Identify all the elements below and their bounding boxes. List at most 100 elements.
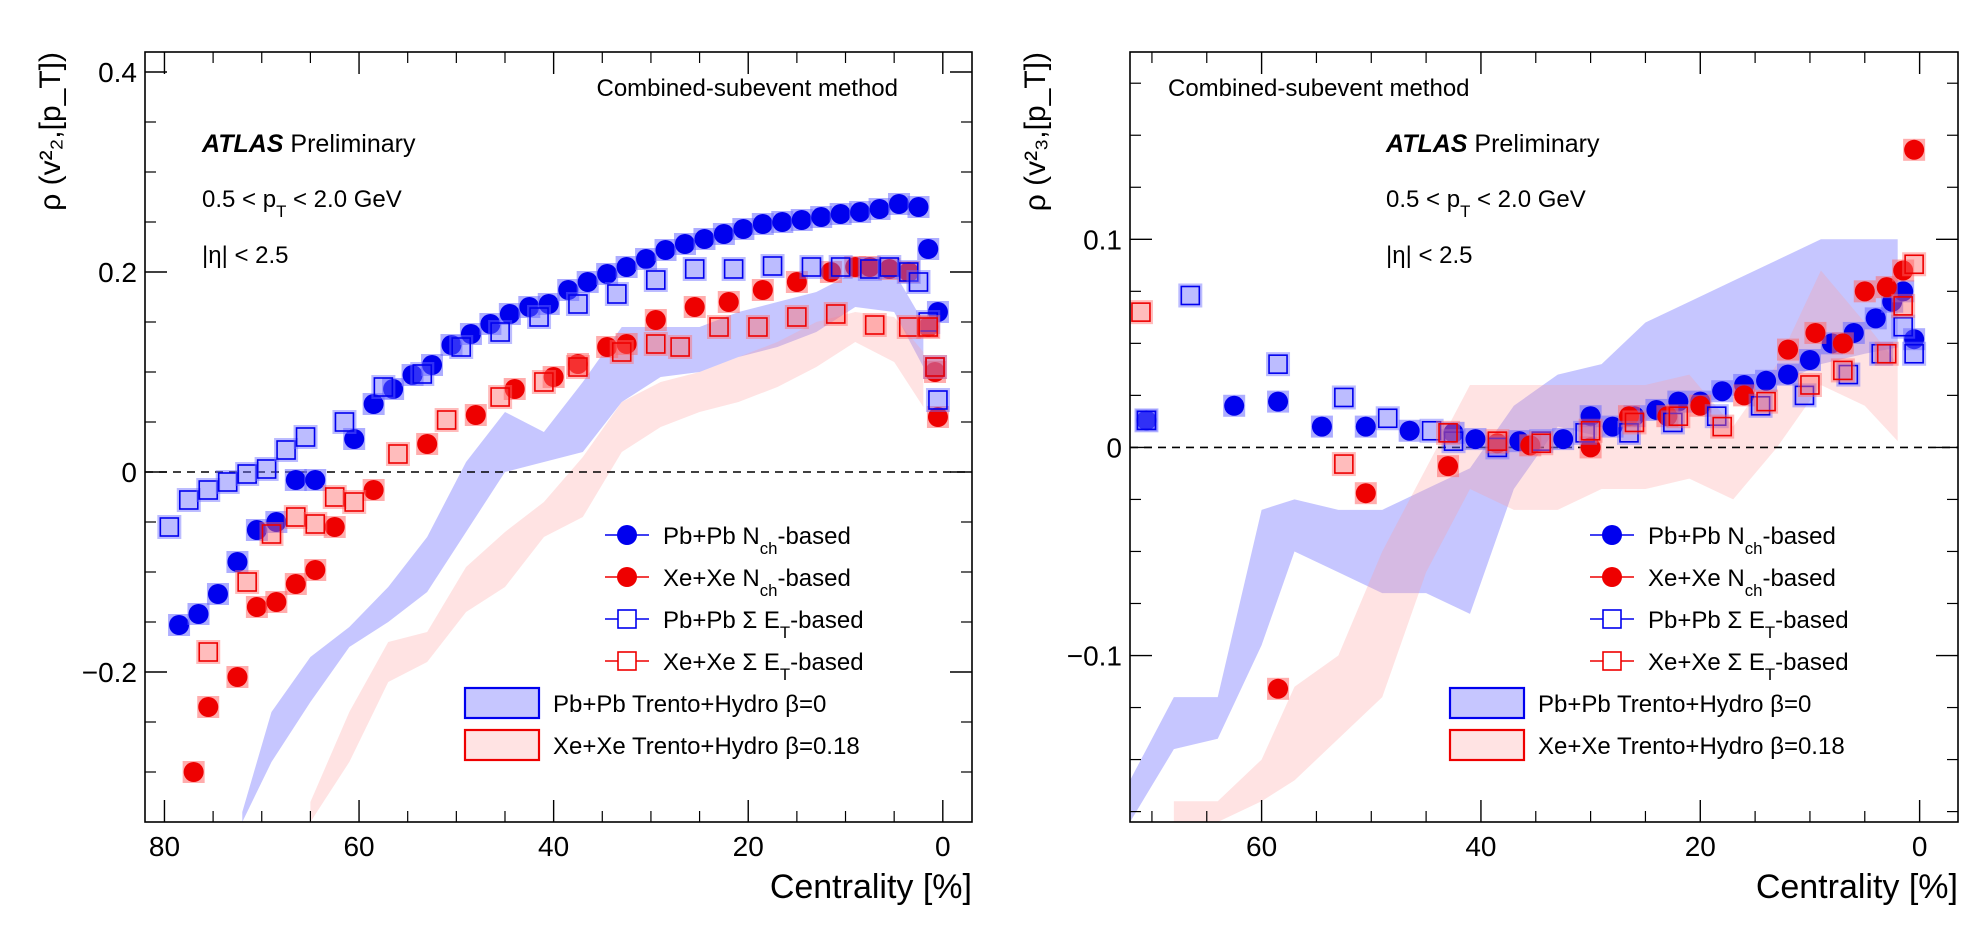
syst-box [1485,429,1510,454]
legend-band-swatch [463,686,541,720]
syst-box [1902,252,1927,277]
syst-box [371,375,396,399]
point-pbpb-nch [1465,429,1486,450]
syst-box [1331,452,1356,477]
point-xexe-set [534,372,554,392]
point-pbpb-nch [1268,391,1289,412]
syst-box [896,315,921,339]
syst-box [923,355,948,379]
legend-band-label-0: Pb+Pb Trento+Hydro β=0 [1538,691,1811,718]
band-pbpb-trento-hydro [242,272,924,822]
point-pbpb-set [1893,316,1913,337]
point-pbpb-nch [1355,416,1376,437]
panel-v2: −0.2 0 0.2 0.4 80 60 40 20 0 Centrality [%] ρ (v²₂… [34,51,973,906]
point-xexe-nch [786,272,807,292]
syst-box [923,355,948,379]
point-xexe-set [1876,343,1897,364]
syst-box [604,282,629,306]
method-label: Combined-subevent method [596,75,898,102]
x-tick-label: 60 [1246,831,1277,862]
point-xexe-nch [1876,277,1897,298]
point-pbpb-nch [207,584,228,604]
syst-box [799,255,824,279]
point-pbpb-nch [1778,364,1799,385]
point-xexe-set [645,334,666,354]
syst-box [1891,293,1916,318]
point-pbpb-nch [363,394,384,414]
plot-frame [1129,51,1959,823]
syst-box [862,313,887,337]
eta-range-label: |η| < 2.5 [202,242,289,269]
point-pbpb-nch [285,470,306,490]
point-pbpb-set [490,322,510,342]
point-xexe-set [611,342,632,362]
panel-v3: −0.1 0 0.1 60 40 20 0 Centrality [%] ρ (v²₃,[p_T… [1019,51,1959,906]
x-tick-label: 40 [1465,831,1496,862]
syst-box [1573,420,1598,445]
legend-marker [617,651,637,671]
syst-box [1754,389,1779,414]
point-pbpb-set [198,480,219,500]
point-xexe-set [324,487,345,507]
point-xexe-nch [859,257,880,277]
x-axis-title: Centrality [%] [1756,868,1958,906]
syst-box [235,462,260,486]
point-xexe-nch [918,317,939,337]
syst-box [1622,410,1647,435]
atlas-label: ATLAS Preliminary [1385,130,1600,158]
legend-label-3: Xe+Xe Σ ET-based [663,649,864,684]
point-pbpb-nch [811,207,832,227]
point-pbpb-nch [460,324,481,344]
point-xexe-set [1531,433,1552,454]
point-pbpb-nch [674,234,695,254]
syst-box [527,305,552,329]
point-pbpb-nch [577,272,598,292]
syst-box [157,515,182,539]
point-xexe-set [490,387,510,407]
syst-box [215,470,240,494]
point-xexe-set [568,357,588,377]
syst-box [745,315,770,339]
point-pbpb-nch [1553,429,1574,450]
legend-marker [1602,651,1622,671]
point-xexe-set [1487,431,1508,451]
syst-box [488,385,513,409]
x-tick-label: 60 [343,831,374,862]
syst-box [877,255,902,279]
point-xexe-set [1624,412,1645,433]
syst-box [1578,418,1603,443]
point-pbpb-set [295,427,316,447]
legend-label-3: Xe+Xe Σ ET-based [1648,649,1849,684]
point-xexe-set [1904,254,1924,275]
syst-box [643,332,668,356]
syst-box [1529,429,1554,454]
point-xexe-nch [1690,395,1711,416]
syst-box [531,370,556,394]
syst-box [259,522,284,546]
point-xexe-set [787,307,807,327]
syst-box [1830,358,1855,383]
point-xexe-set [1893,296,1913,316]
point-pbpb-set [1663,412,1683,433]
band-xexe-trento-hydro [1173,270,1898,822]
point-pbpb-set [1334,387,1354,408]
point-xexe-set [1131,302,1151,322]
point-xexe-nch [1438,456,1459,477]
syst-box [385,442,410,466]
point-pbpb-set [529,307,549,327]
syst-box [906,270,931,294]
syst-box [1178,283,1203,308]
point-xexe-nch [1832,333,1853,354]
point-xexe-set [709,317,729,337]
point-pbpb-set [1575,423,1595,443]
point-xexe-nch [879,259,900,279]
point-pbpb-nch [850,202,871,222]
point-pbpb-set [237,464,257,484]
y-tick-label: 0 [1106,432,1122,463]
legend-band-swatch [1448,728,1526,762]
point-pbpb-set [412,364,433,384]
syst-box [488,320,513,344]
point-xexe-nch [198,697,219,717]
point-xexe-set [1712,416,1733,437]
point-pbpb-nch [791,210,812,230]
